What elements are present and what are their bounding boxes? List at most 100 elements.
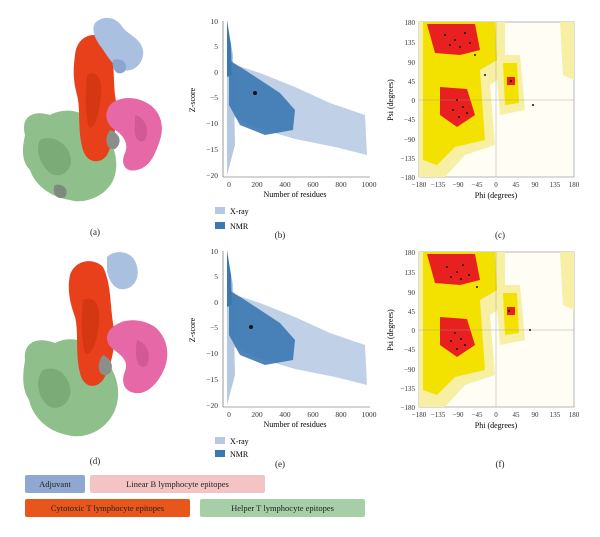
y-axis-ticks: 10 5 0 −5 −10 −15 −20: [206, 247, 218, 410]
panel-label-c: (c): [495, 230, 505, 240]
ytick: 180: [405, 19, 416, 27]
ytick: −10: [206, 349, 218, 358]
xtick: −135: [431, 181, 446, 189]
xtick: 135: [550, 411, 561, 419]
panel-label-f: (f): [495, 459, 505, 469]
ytick: −15: [206, 145, 218, 154]
ytick: 135: [405, 39, 416, 47]
xtick: 90: [532, 411, 540, 419]
x-axis-ticks: 0 200 400 600 800 1000: [227, 180, 377, 189]
ytick: 180: [405, 249, 416, 257]
ytick: −90: [404, 136, 415, 144]
x-axis-ticks: 0 200 400 600 800 1000: [227, 410, 377, 419]
zscore-chart-b: 10 5 0 −5 −10 −15 −20 Z-score 0 200 400 …: [188, 17, 377, 216]
legend-ctl: Cytotoxic T lymphocyte epitopes: [25, 499, 190, 517]
ytick: −5: [210, 323, 218, 332]
ytick: 0: [412, 97, 416, 105]
ytick: −135: [401, 385, 416, 393]
legend-nmr: NMR: [230, 450, 249, 459]
xtick: −45: [472, 411, 483, 419]
zscore-legend-e2: NMR: [215, 450, 249, 459]
ytick: −45: [404, 346, 415, 354]
ytick: −180: [401, 174, 416, 182]
xtick: 90: [532, 181, 540, 189]
x-axis-label: Phi (degrees): [475, 421, 518, 430]
ytick: 90: [408, 289, 416, 297]
legend-htl: Helper T lymphocyte epitopes: [200, 499, 365, 517]
xtick: 800: [335, 180, 347, 189]
zscore-legend-b2: NMR: [215, 222, 249, 231]
ytick: −5: [210, 93, 218, 102]
xtick: 600: [307, 410, 319, 419]
y-axis-label: Z-score: [188, 317, 197, 342]
y-axis-ticks: 180 135 90 45 0 −45 −90 −135 −180: [401, 19, 416, 182]
x-axis-ticks: −180 −135 −90 −45 0 45 90 135 180: [412, 411, 580, 419]
protein-structure-a: [22, 17, 162, 202]
xtick: −90: [453, 411, 464, 419]
xtick: −180: [412, 411, 427, 419]
xtick: −135: [431, 411, 446, 419]
x-axis-label: Phi (degrees): [475, 191, 518, 200]
panel-label-a: (a): [90, 227, 100, 237]
ramachandran-c: Psi (degrees) 180 135 90 45 0 −45 −90 −1…: [386, 19, 580, 200]
xtick: 600: [307, 180, 319, 189]
xtick: 200: [251, 180, 263, 189]
xtick: 0: [494, 181, 498, 189]
xtick: 45: [513, 411, 521, 419]
legend-xray: X-ray: [230, 207, 249, 216]
ytick: −90: [404, 366, 415, 374]
xtick: 135: [550, 181, 561, 189]
panel-label-d: (d): [89, 456, 101, 466]
ytick: 10: [211, 17, 219, 26]
legend-xray: X-ray: [230, 437, 249, 446]
x-axis-label: Number of residues: [263, 420, 326, 429]
x-axis-label: Number of residues: [263, 190, 326, 199]
ytick: −20: [206, 171, 218, 180]
xtick: 1000: [362, 180, 377, 189]
xtick: 1000: [362, 410, 377, 419]
ytick: −10: [206, 119, 218, 128]
ytick: 0: [412, 327, 416, 335]
xtick: 0: [494, 411, 498, 419]
zscore-chart-e: 10 5 0 −5 −10 −15 −20 Z-score 0 200 400 …: [188, 247, 377, 446]
ytick: −20: [206, 401, 218, 410]
legend-linear-b: Linear B lymphocyte epitopes: [90, 475, 265, 493]
panel-label-e: (e): [275, 459, 285, 469]
ytick: 90: [408, 59, 416, 67]
x-axis-ticks: −180 −135 −90 −45 0 45 90 135 180: [412, 181, 580, 189]
y-axis-label: Psi (degrees): [386, 79, 395, 121]
y-axis-label: Z-score: [188, 87, 197, 112]
xtick: 400: [279, 180, 291, 189]
ytick: 45: [408, 308, 416, 316]
ytick: −135: [401, 155, 416, 163]
ytick: 135: [405, 269, 416, 277]
xtick: 45: [513, 181, 521, 189]
ytick: −45: [404, 116, 415, 124]
xtick: 400: [279, 410, 291, 419]
legend-nmr: NMR: [230, 222, 249, 231]
ytick: 5: [214, 42, 218, 51]
xtick: 180: [569, 181, 580, 189]
xtick: −45: [472, 181, 483, 189]
xtick: 200: [251, 410, 263, 419]
ytick: −180: [401, 404, 416, 412]
ytick: 45: [408, 78, 416, 86]
ytick: 5: [214, 272, 218, 281]
xtick: 0: [227, 410, 231, 419]
xtick: 0: [227, 180, 231, 189]
ytick: 0: [214, 298, 218, 307]
ytick: 10: [211, 247, 219, 256]
panel-label-b: (b): [274, 230, 286, 240]
y-axis-ticks: 10 5 0 −5 −10 −15 −20: [206, 17, 218, 180]
y-axis-ticks: 180 135 90 45 0 −45 −90 −135 −180: [401, 249, 416, 412]
y-axis-label: Psi (degrees): [386, 309, 395, 351]
xtick: 800: [335, 410, 347, 419]
ytick: −15: [206, 375, 218, 384]
xtick: −180: [412, 181, 427, 189]
xtick: −90: [453, 181, 464, 189]
legend-adjuvant: Adjuvant: [25, 475, 85, 493]
ramachandran-f: Psi (degrees) 180 135 90 45 0 −45 −90 −1…: [386, 249, 580, 430]
ytick: 0: [214, 68, 218, 77]
xtick: 180: [569, 411, 580, 419]
protein-structure-d: [23, 252, 168, 437]
